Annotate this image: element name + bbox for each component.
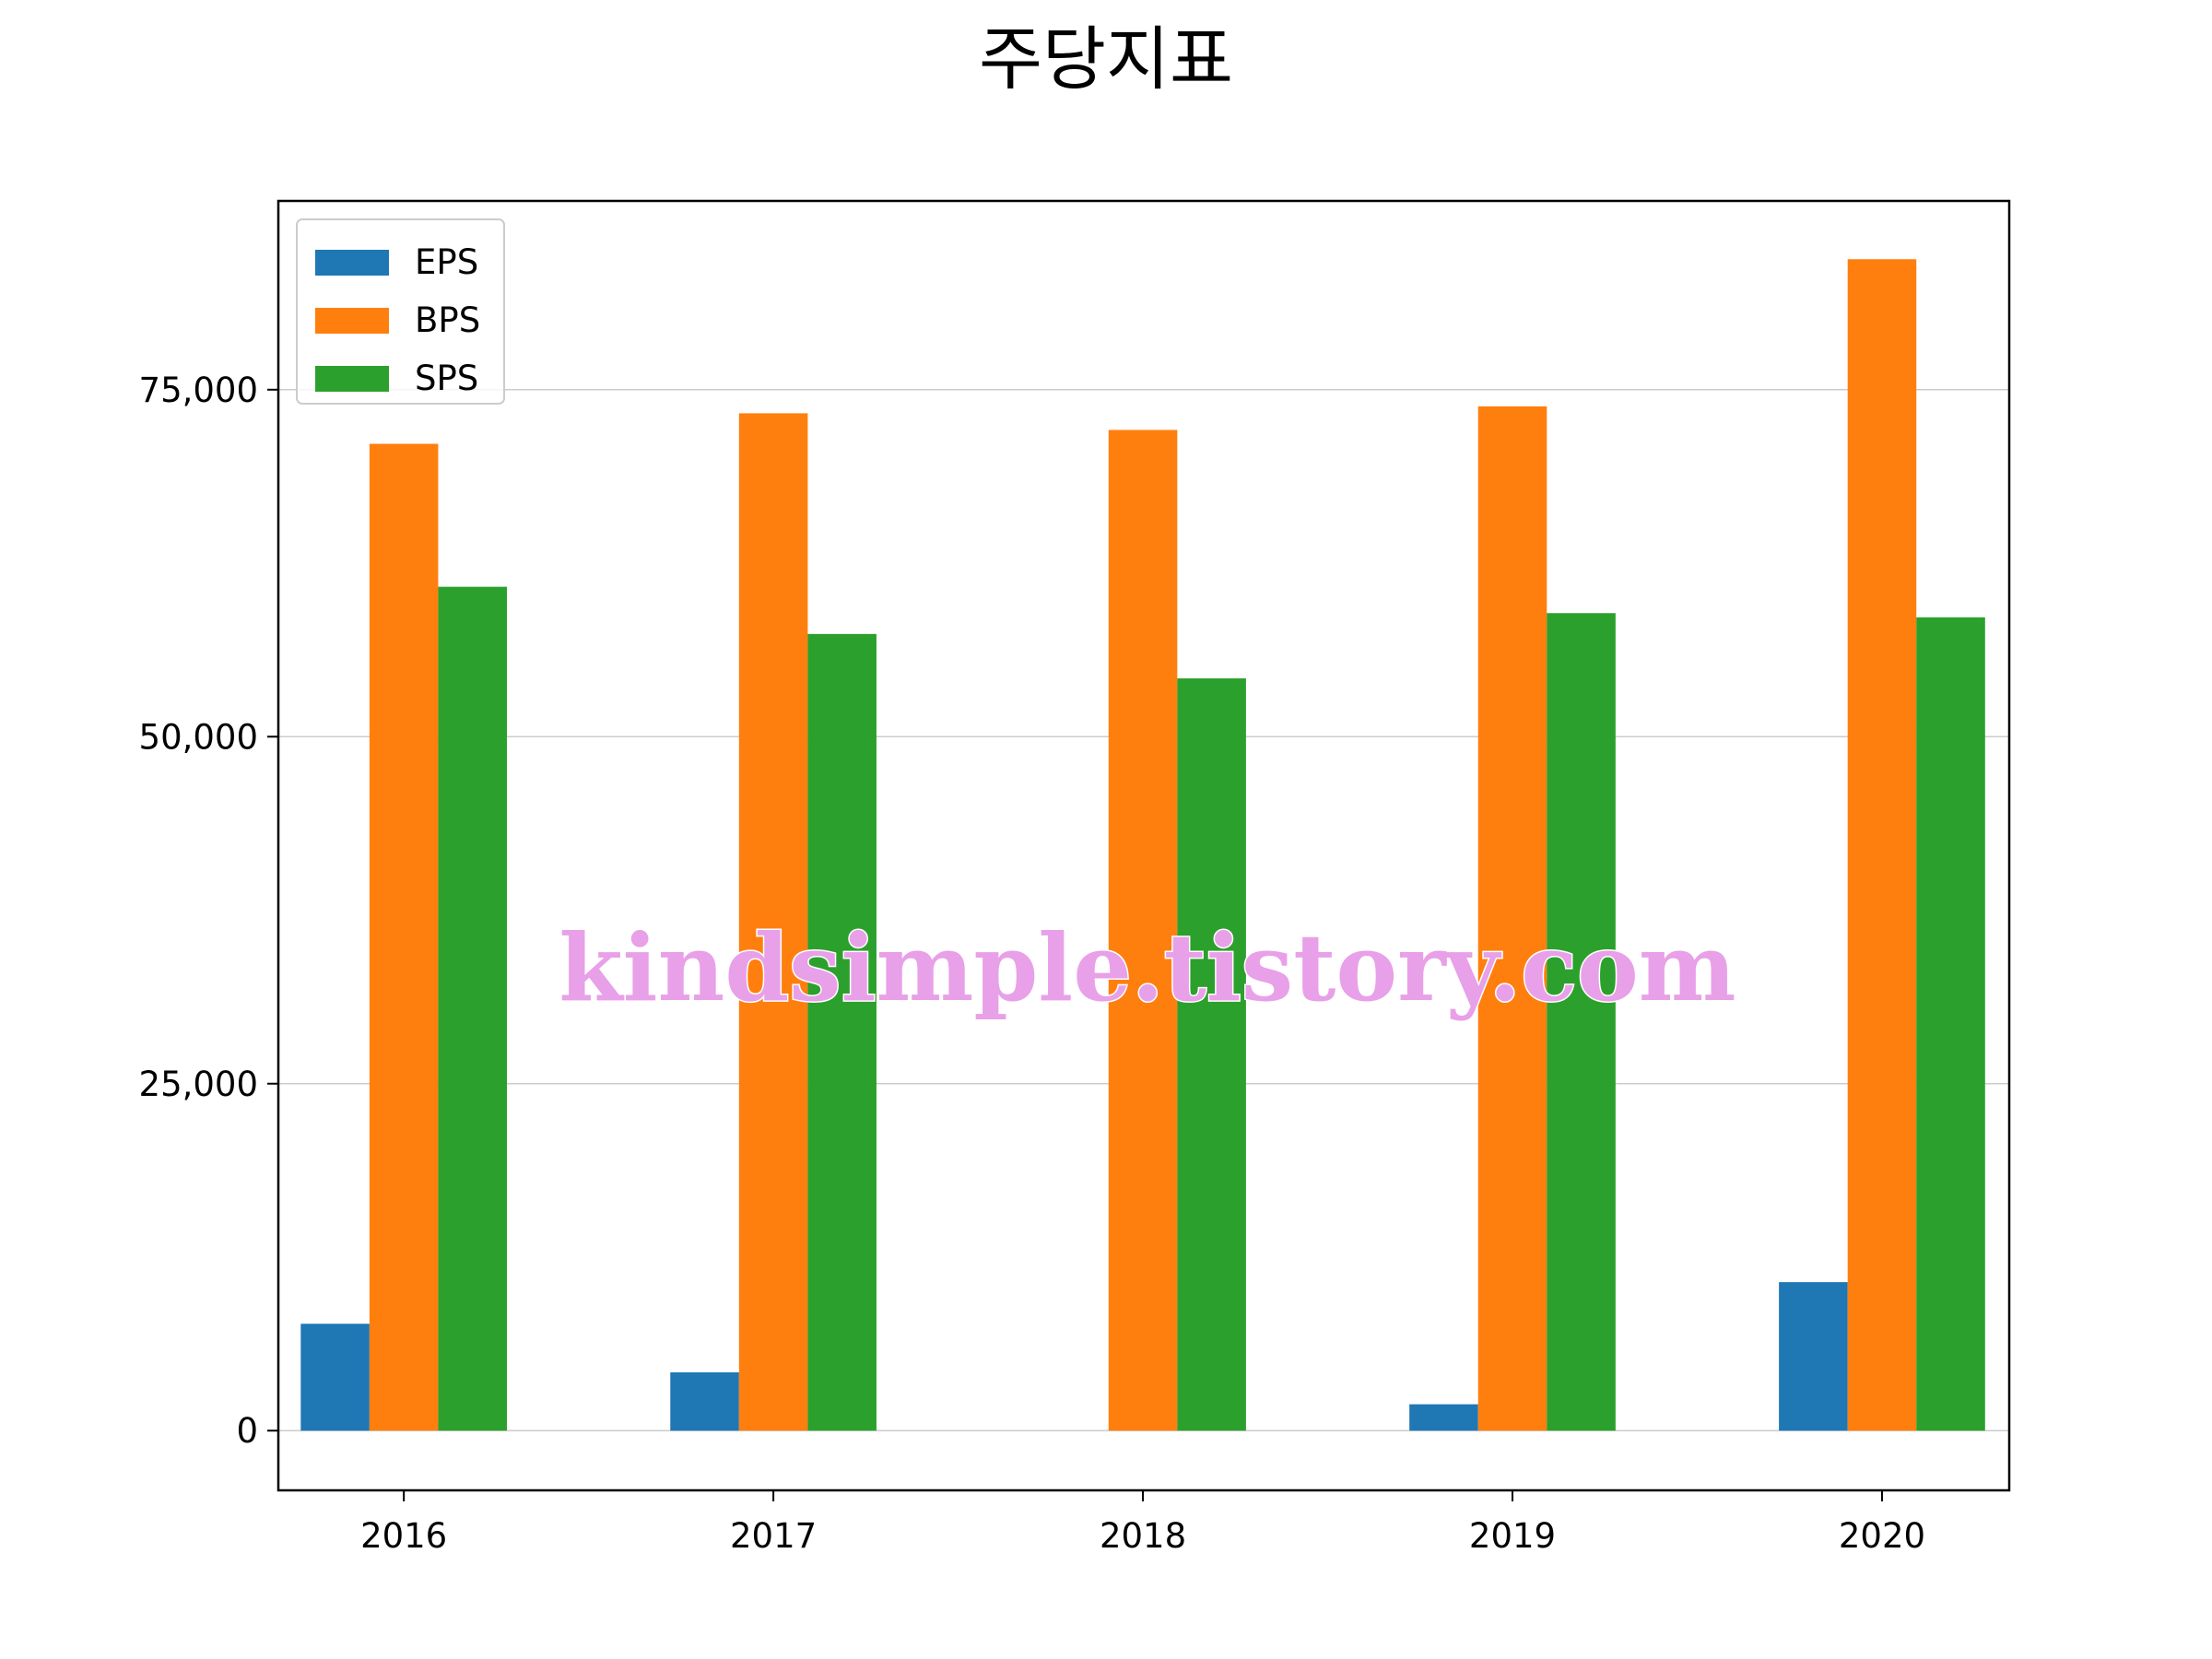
y-tick-label: 0	[236, 1411, 258, 1451]
bar-bps-2018	[1108, 429, 1178, 1431]
legend-label-bps: BPS	[415, 300, 480, 340]
x-tick-label: 2020	[1839, 1516, 1925, 1556]
watermark: kindsimple.tistory.com	[559, 913, 1735, 1022]
chart-title: 주당지표	[979, 18, 1233, 100]
bars	[300, 259, 1985, 1431]
y-tick-label: 50,000	[139, 717, 258, 757]
bar-bps-2020	[1847, 259, 1917, 1431]
bar-bps-2016	[369, 443, 439, 1431]
legend: EPS BPS SPS	[296, 218, 505, 405]
y-tick-label: 25,000	[139, 1065, 258, 1104]
x-tick-label: 2016	[360, 1516, 447, 1556]
x-tick-label: 2018	[1100, 1516, 1186, 1556]
legend-label-sps: SPS	[415, 359, 478, 398]
bar-bps-2017	[738, 413, 808, 1431]
bar-eps-2016	[300, 1324, 370, 1431]
legend-swatch-eps	[315, 250, 389, 276]
y-axis: 0 25,000 50,000 75,000	[139, 371, 278, 1451]
x-tick-label: 2017	[730, 1516, 817, 1556]
legend-label-eps: EPS	[415, 242, 478, 282]
bar-sps-2019	[1547, 613, 1616, 1431]
bar-sps-2016	[438, 586, 507, 1431]
bar-eps-2020	[1779, 1282, 1848, 1431]
bar-sps-2018	[1177, 678, 1246, 1431]
legend-swatch-bps	[315, 308, 389, 334]
bar-sps-2020	[1916, 617, 1985, 1431]
bar-eps-2017	[670, 1371, 739, 1431]
bar-sps-2017	[807, 633, 877, 1431]
bar-bps-2019	[1477, 406, 1547, 1431]
bar-eps-2019	[1409, 1404, 1478, 1431]
y-tick-label: 75,000	[139, 371, 258, 410]
x-axis: 2016 2017 2018 2019 2020	[360, 1490, 1925, 1556]
legend-swatch-sps	[315, 366, 389, 392]
x-tick-label: 2019	[1469, 1516, 1556, 1556]
